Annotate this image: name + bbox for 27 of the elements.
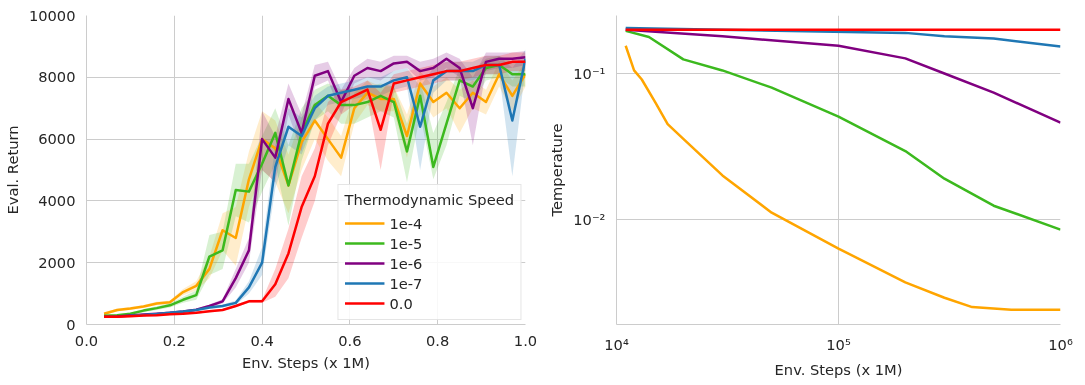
x-tick-label: 0.8 xyxy=(426,331,450,349)
x-tick-label: 0.0 xyxy=(74,331,99,349)
legend-label: 1e-4 xyxy=(389,214,423,232)
legend-label: 1e-5 xyxy=(389,234,423,252)
y-tick-label: 6000 xyxy=(38,130,76,148)
x-tick-label: 0.6 xyxy=(338,331,362,349)
y-tick-label: 10000 xyxy=(28,6,76,24)
y-tick-label: 10⁻¹ xyxy=(573,65,606,83)
y-tick-label: 2000 xyxy=(38,253,76,271)
y-tick-label: 10⁻² xyxy=(573,210,606,228)
legend-label: 1e-6 xyxy=(389,254,423,272)
x-tick-label: 0.4 xyxy=(250,331,274,349)
legend-label: 1e-7 xyxy=(389,274,423,292)
legend-label: 0.0 xyxy=(389,294,413,312)
y-axis-title: Eval. Return xyxy=(3,125,21,215)
y-tick-label: 8000 xyxy=(38,68,76,86)
y-axis-title: Temperature xyxy=(548,123,566,218)
x-tick-label: 10⁶ xyxy=(1048,335,1073,353)
x-axis-title: Env. Steps (x 1M) xyxy=(242,353,370,371)
x-tick-label: 10⁴ xyxy=(604,335,629,353)
y-tick-label: 0 xyxy=(66,315,76,333)
y-tick-label: 4000 xyxy=(38,191,76,209)
x-tick-label: 1.0 xyxy=(513,331,538,349)
x-axis-title: Env. Steps (x 1M) xyxy=(774,360,903,378)
legend-title: Thermodynamic Speed xyxy=(344,191,514,208)
x-tick-label: 10⁵ xyxy=(826,335,851,353)
x-tick-label: 0.2 xyxy=(162,331,186,349)
